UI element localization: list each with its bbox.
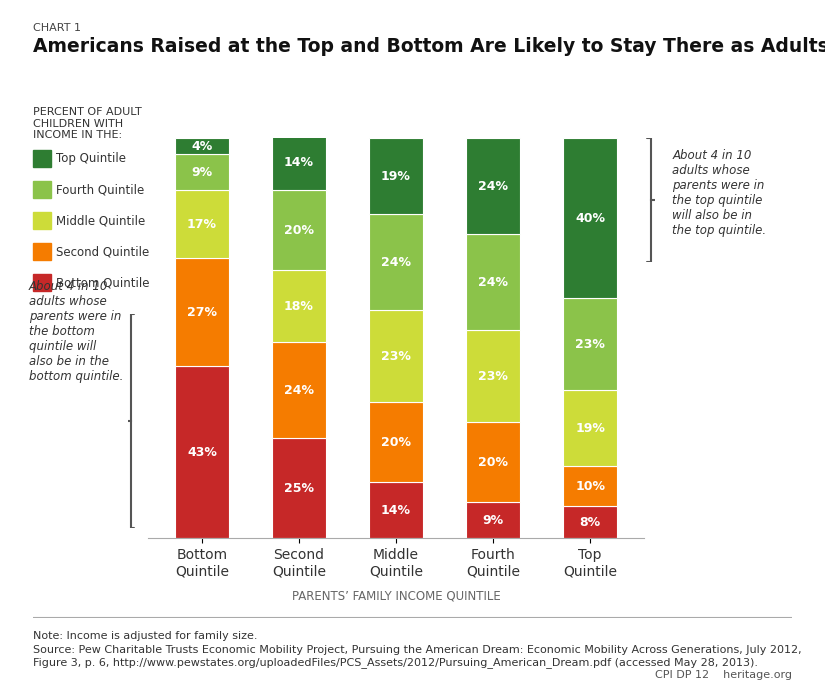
Text: 40%: 40% — [575, 212, 605, 224]
Text: 14%: 14% — [284, 155, 314, 168]
Text: Figure 3, p. 6, http://www.pewstates.org/uploadedFiles/PCS_Assets/2012/Pursuing_: Figure 3, p. 6, http://www.pewstates.org… — [33, 657, 758, 668]
Text: 10%: 10% — [575, 480, 605, 493]
Bar — [272, 270, 326, 342]
Text: 24%: 24% — [478, 179, 508, 193]
Text: CHART 1: CHART 1 — [33, 23, 81, 33]
Text: About 4 in 10
adults whose
parents were in
the bottom
quintile will
also be in t: About 4 in 10 adults whose parents were … — [29, 279, 123, 383]
Text: Middle Quintile: Middle Quintile — [56, 215, 145, 227]
Bar — [370, 402, 422, 482]
Text: 20%: 20% — [284, 224, 314, 237]
Bar — [175, 154, 229, 190]
Bar — [175, 366, 229, 538]
Text: 25%: 25% — [284, 482, 314, 495]
Text: Americans Raised at the Top and Bottom Are Likely to Stay There as Adults: Americans Raised at the Top and Bottom A… — [33, 37, 825, 56]
Text: 23%: 23% — [478, 370, 508, 383]
Text: 20%: 20% — [478, 455, 508, 469]
Text: 9%: 9% — [191, 166, 213, 179]
Bar — [370, 214, 422, 310]
Bar — [272, 438, 326, 538]
Text: 17%: 17% — [187, 217, 217, 230]
Text: Top Quintile: Top Quintile — [56, 152, 126, 165]
Text: 24%: 24% — [478, 275, 508, 288]
Bar — [466, 502, 520, 538]
Text: 19%: 19% — [381, 170, 411, 183]
Bar — [563, 138, 617, 298]
Bar — [563, 506, 617, 538]
Text: 43%: 43% — [187, 446, 217, 459]
Bar — [175, 258, 229, 366]
Bar — [563, 298, 617, 390]
Bar — [175, 138, 229, 154]
Text: About 4 in 10
adults whose
parents were in
the top quintile
will also be in
the : About 4 in 10 adults whose parents were … — [672, 149, 766, 237]
Bar — [370, 310, 422, 402]
Bar — [175, 190, 229, 258]
Bar — [272, 134, 326, 190]
Bar — [272, 342, 326, 438]
Text: Fourth Quintile: Fourth Quintile — [56, 184, 144, 196]
Bar — [466, 138, 520, 234]
Text: CPI DP 12    heritage.org: CPI DP 12 heritage.org — [655, 670, 792, 680]
Bar — [272, 190, 326, 270]
Bar — [370, 138, 422, 214]
Text: 23%: 23% — [575, 337, 605, 351]
Text: 24%: 24% — [284, 384, 314, 397]
Bar — [370, 482, 422, 538]
Text: Bottom Quintile: Bottom Quintile — [56, 277, 149, 289]
Text: 4%: 4% — [191, 139, 213, 152]
Text: 18%: 18% — [284, 299, 314, 313]
Text: 19%: 19% — [575, 422, 605, 435]
Bar — [563, 466, 617, 506]
Text: 8%: 8% — [579, 515, 601, 529]
Text: PERCENT OF ADULT
CHILDREN WITH
INCOME IN THE:: PERCENT OF ADULT CHILDREN WITH INCOME IN… — [33, 107, 142, 140]
X-axis label: PARENTS’ FAMILY INCOME QUINTILE: PARENTS’ FAMILY INCOME QUINTILE — [291, 589, 501, 602]
Text: 9%: 9% — [483, 513, 503, 526]
Text: Note: Income is adjusted for family size.: Note: Income is adjusted for family size… — [33, 631, 257, 641]
Text: 20%: 20% — [381, 435, 411, 448]
Text: 27%: 27% — [187, 306, 217, 319]
Bar — [466, 422, 520, 502]
Text: 24%: 24% — [381, 255, 411, 268]
Text: Source: Pew Charitable Trusts Economic Mobility Project, Pursuing the American D: Source: Pew Charitable Trusts Economic M… — [33, 645, 802, 655]
Bar — [563, 390, 617, 466]
Bar — [466, 234, 520, 330]
Text: 23%: 23% — [381, 350, 411, 363]
Bar — [466, 330, 520, 422]
Text: Second Quintile: Second Quintile — [56, 246, 149, 258]
Text: 14%: 14% — [381, 504, 411, 517]
